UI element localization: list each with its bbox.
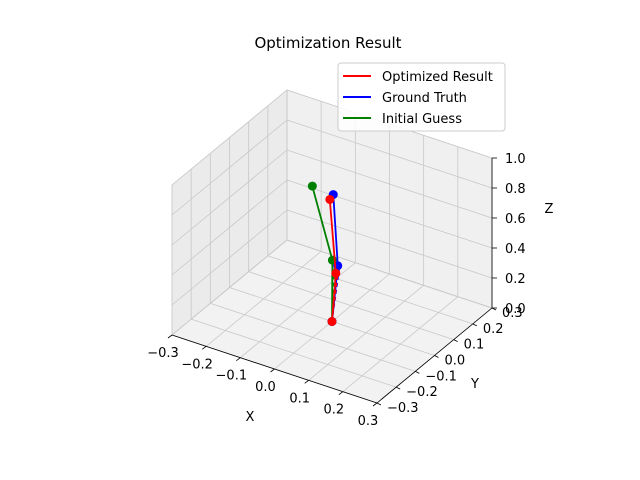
y-tick-label: −0.3 — [387, 401, 419, 416]
z-tick-label: 0.2 — [505, 272, 526, 287]
z-axis-label: Z — [545, 202, 554, 217]
x-tick-mark — [236, 357, 241, 361]
grid-line-y — [267, 255, 473, 325]
x-tick-label: 0.0 — [255, 380, 276, 395]
legend-label: Optimized Result — [382, 70, 493, 85]
x-tick-label: 0.2 — [323, 403, 344, 418]
y-tick-label: 0.1 — [464, 338, 485, 353]
y-tick-label: −0.2 — [406, 385, 438, 400]
data-point — [331, 268, 341, 278]
y-tick-mark — [472, 323, 478, 327]
y-tick-mark — [376, 402, 382, 406]
series-optimized-result — [325, 194, 341, 326]
grid-line-z — [171, 179, 288, 276]
chart-title: Optimization Result — [254, 34, 401, 52]
grid-line-z — [171, 149, 288, 246]
x-tick-mark — [338, 391, 344, 395]
x-tick-mark — [167, 334, 173, 339]
tick-labels: −0.3−0.2−0.10.00.10.20.3−0.3−0.2−0.10.00… — [147, 152, 525, 429]
z-tick-label: 0.4 — [505, 242, 526, 257]
x-axis-label: X — [246, 410, 255, 425]
legend: Optimized Result Ground Truth Initial Gues… — [337, 62, 506, 132]
legend-label: Initial Guess — [382, 112, 462, 127]
x-tick-label: 0.1 — [289, 391, 310, 406]
y-tick-mark — [453, 339, 458, 343]
x-tick-label: −0.2 — [181, 357, 213, 372]
grid-line-z — [171, 239, 288, 336]
grid-line-z — [286, 239, 493, 309]
grid-line-z — [171, 209, 288, 306]
grid-line-y — [210, 302, 416, 372]
y-tick-label: 0.2 — [483, 322, 504, 337]
data-point — [327, 317, 337, 326]
y-tick-label: 0.0 — [445, 354, 466, 369]
x-tick-mark — [372, 402, 378, 407]
legend-box — [337, 62, 506, 132]
z-tick-label: 0.8 — [505, 182, 526, 197]
z-tick-label: 0.6 — [505, 212, 526, 227]
y-tick-label: 0.3 — [502, 306, 523, 321]
y-tick-mark — [415, 370, 420, 374]
z-tick-label: 0.0 — [505, 302, 526, 317]
z-tick-label: 1.0 — [505, 152, 526, 167]
legend-label: Ground Truth — [382, 91, 467, 106]
grid-line-z — [171, 119, 288, 216]
x-tick-label: −0.1 — [216, 369, 248, 384]
y-axis-label: Y — [470, 377, 479, 392]
x-tick-label: −0.3 — [147, 346, 179, 361]
x-tick-label: 0.3 — [358, 414, 379, 429]
y-tick-label: −0.1 — [425, 369, 457, 384]
grid-line-z — [286, 149, 493, 219]
y-tick-mark — [395, 386, 401, 390]
grid-line-z — [171, 89, 288, 186]
plot-area — [307, 181, 343, 326]
series-dash-line — [331, 273, 339, 322]
data-point — [307, 181, 317, 191]
data-point — [325, 194, 335, 204]
x-tick-mark — [270, 368, 275, 373]
x-tick-mark — [201, 346, 207, 350]
grid-line-z — [286, 119, 493, 189]
y-tick-mark — [434, 355, 439, 358]
axis-lines — [167, 157, 497, 407]
x-tick-mark — [304, 380, 309, 384]
grid-line-z — [286, 179, 493, 249]
grid-line-y — [248, 271, 454, 341]
grid-line-y — [191, 318, 397, 388]
